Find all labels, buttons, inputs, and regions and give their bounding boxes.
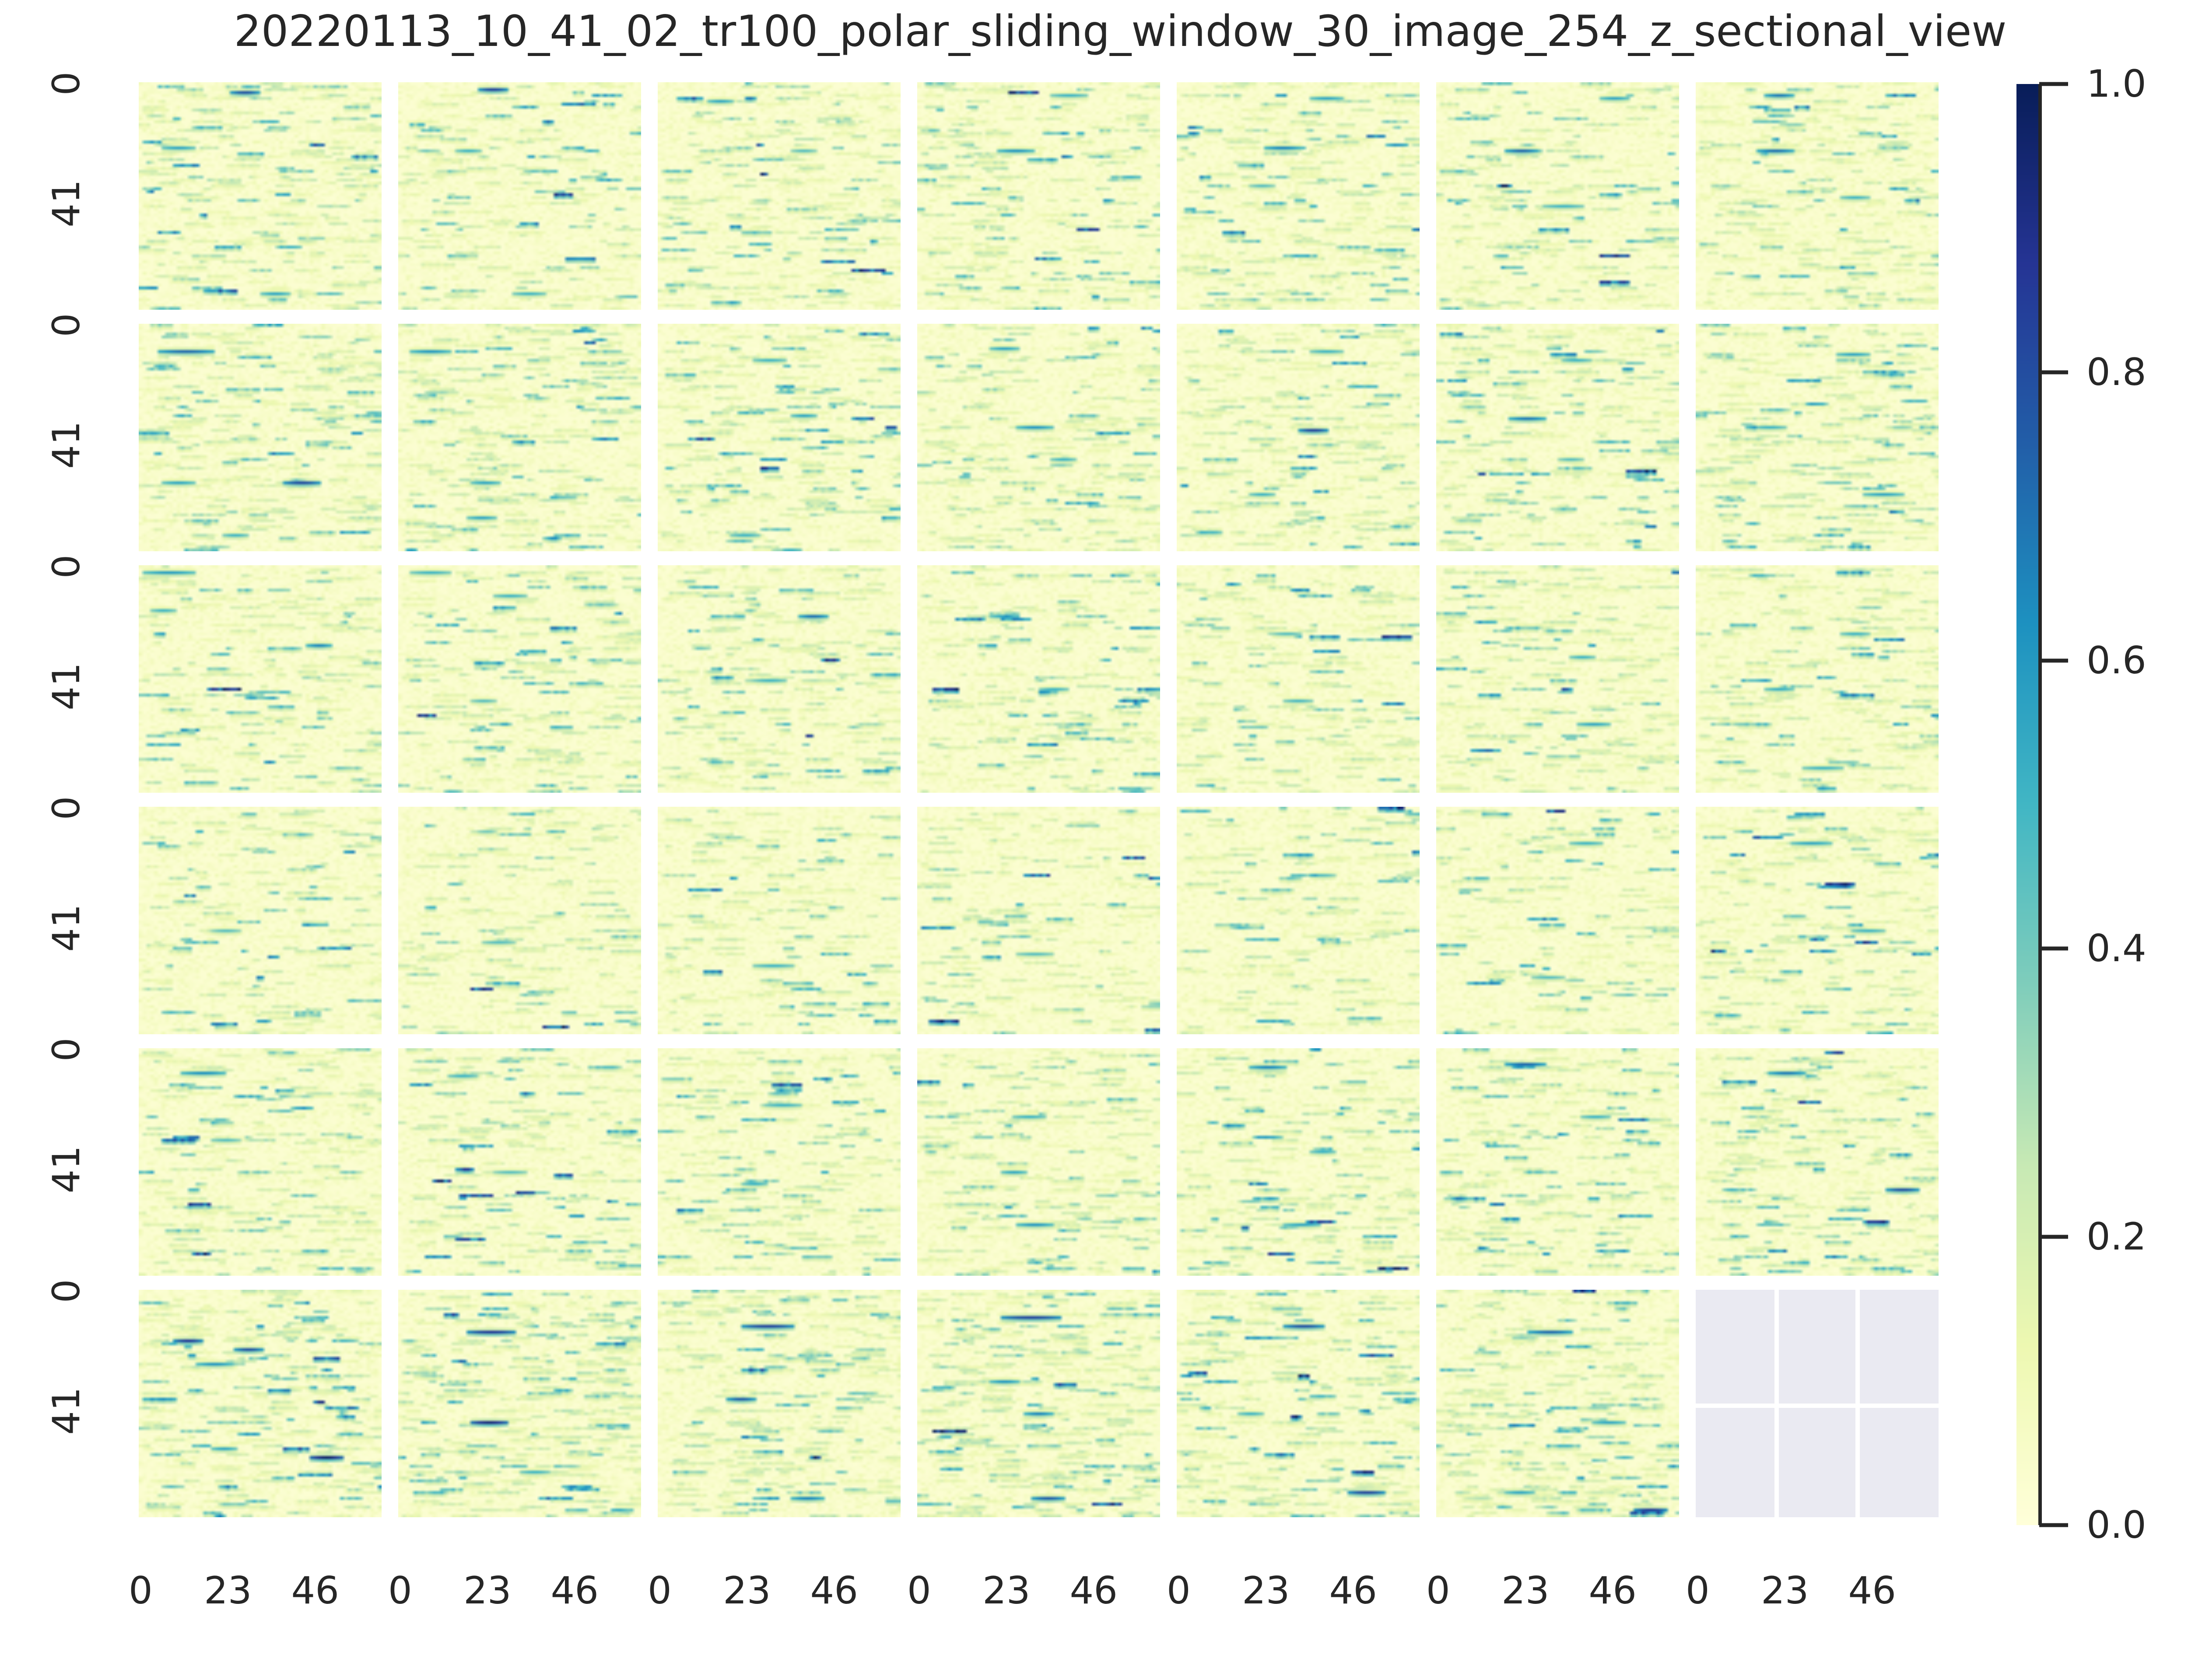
x-tick-label-col2-23: 23 <box>463 1569 512 1613</box>
x-tick-label-col5-46: 46 <box>1329 1569 1377 1613</box>
colorbar-tick-label-0.0: 0.0 <box>2086 1503 2146 1547</box>
y-tick-label-row6-41: 41 <box>45 1386 88 1435</box>
x-tick-label-col7-46: 46 <box>1848 1569 1896 1613</box>
colorbar-tick-label-1.0: 1.0 <box>2086 62 2146 106</box>
y-tick-label-row3-41: 41 <box>45 662 88 710</box>
heatmap-panel-r5c1 <box>139 1048 382 1276</box>
x-tick-label-col1-23: 23 <box>204 1569 252 1613</box>
x-tick-label-col5-0: 0 <box>1166 1569 1191 1613</box>
heatmap-panel-r3c5 <box>1177 565 1420 793</box>
heatmap-panel-r2c1 <box>139 324 382 551</box>
heatmap-panel-r1c1 <box>139 82 382 310</box>
heatmap-panel-r1c3 <box>658 82 901 310</box>
y-tick-label-row4-41: 41 <box>45 903 88 952</box>
heatmap-panel-r4c5 <box>1177 807 1420 1034</box>
x-tick-label-col6-0: 0 <box>1426 1569 1450 1613</box>
y-tick-label-row1-41: 41 <box>45 179 88 228</box>
heatmap-panel-r5c3 <box>658 1048 901 1276</box>
heatmap-panel-r1c6 <box>1436 82 1679 310</box>
heatmap-panel-r2c4 <box>917 324 1160 551</box>
heatmap-panel-r2c2 <box>398 324 641 551</box>
heatmap-panel-r6c6 <box>1436 1290 1679 1517</box>
colorbar-tick-mark-0.6 <box>2039 658 2068 663</box>
y-tick-label-row5-41: 41 <box>45 1145 88 1194</box>
heatmap-panel-r6c4 <box>917 1290 1160 1517</box>
empty-panel-gridline-v2 <box>1855 1290 1860 1517</box>
heatmap-panel-r3c2 <box>398 565 641 793</box>
heatmap-panel-r2c3 <box>658 324 901 551</box>
heatmap-panel-r3c3 <box>658 565 901 793</box>
heatmap-panel-r4c4 <box>917 807 1160 1034</box>
x-tick-label-col6-23: 23 <box>1501 1569 1550 1613</box>
colorbar-tick-mark-0.4 <box>2039 946 2068 951</box>
heatmap-panel-r2c5 <box>1177 324 1420 551</box>
heatmap-panel-r3c4 <box>917 565 1160 793</box>
x-tick-label-col1-46: 46 <box>291 1569 339 1613</box>
x-tick-label-col6-46: 46 <box>1588 1569 1637 1613</box>
x-tick-label-col3-46: 46 <box>810 1569 858 1613</box>
heatmap-panel-r5c7 <box>1696 1048 1939 1276</box>
colorbar-tick-mark-0.0 <box>2039 1523 2068 1527</box>
y-tick-label-row3-0: 0 <box>45 554 88 579</box>
x-tick-label-col2-46: 46 <box>551 1569 599 1613</box>
heatmap-panel-r5c4 <box>917 1048 1160 1276</box>
empty-panel-r6c7 <box>1696 1290 1939 1517</box>
colorbar-tick-label-0.2: 0.2 <box>2086 1215 2146 1259</box>
y-tick-label-row6-0: 0 <box>45 1279 88 1303</box>
y-tick-label-row1-0: 0 <box>45 71 88 96</box>
empty-panel-gridline-h1 <box>1696 1404 1939 1408</box>
y-tick-label-row4-0: 0 <box>45 796 88 820</box>
colorbar-tick-mark-1.0 <box>2039 82 2068 86</box>
heatmap-panel-r6c2 <box>398 1290 641 1517</box>
heatmap-panel-r5c5 <box>1177 1048 1420 1276</box>
heatmap-panel-r1c2 <box>398 82 641 310</box>
heatmap-panel-r4c6 <box>1436 807 1679 1034</box>
x-tick-label-col3-23: 23 <box>723 1569 771 1613</box>
heatmap-panel-r6c1 <box>139 1290 382 1517</box>
colorbar-gradient <box>2016 84 2038 1525</box>
x-tick-label-col3-0: 0 <box>647 1569 672 1613</box>
heatmap-panel-r2c7 <box>1696 324 1939 551</box>
heatmap-panel-r5c2 <box>398 1048 641 1276</box>
heatmap-panel-r4c2 <box>398 807 641 1034</box>
heatmap-panel-r4c1 <box>139 807 382 1034</box>
y-tick-label-row2-0: 0 <box>45 313 88 337</box>
heatmap-panel-r2c6 <box>1436 324 1679 551</box>
heatmap-panel-r3c6 <box>1436 565 1679 793</box>
chart-title: 20220113_10_41_02_tr100_polar_sliding_wi… <box>234 7 2007 56</box>
heatmap-panel-r6c5 <box>1177 1290 1420 1517</box>
colorbar-tick-label-0.8: 0.8 <box>2086 350 2146 394</box>
heatmap-panel-r3c1 <box>139 565 382 793</box>
x-tick-label-col4-0: 0 <box>907 1569 931 1613</box>
heatmap-panel-r6c3 <box>658 1290 901 1517</box>
heatmap-panel-r5c6 <box>1436 1048 1679 1276</box>
colorbar-spine <box>2038 84 2042 1525</box>
colorbar-tick-mark-0.8 <box>2039 370 2068 374</box>
heatmap-panel-r1c4 <box>917 82 1160 310</box>
colorbar-tick-label-0.4: 0.4 <box>2086 927 2146 971</box>
colorbar-tick-label-0.6: 0.6 <box>2086 638 2146 682</box>
x-tick-label-col4-46: 46 <box>1069 1569 1118 1613</box>
heatmap-panel-r4c3 <box>658 807 901 1034</box>
x-tick-label-col7-0: 0 <box>1685 1569 1710 1613</box>
y-tick-label-row2-41: 41 <box>45 420 88 469</box>
x-tick-label-col7-23: 23 <box>1761 1569 1809 1613</box>
y-tick-label-row5-0: 0 <box>45 1037 88 1062</box>
heatmap-panel-r3c7 <box>1696 565 1939 793</box>
x-tick-label-col2-0: 0 <box>388 1569 412 1613</box>
x-tick-label-col1-0: 0 <box>128 1569 153 1613</box>
heatmap-panel-r1c5 <box>1177 82 1420 310</box>
x-tick-label-col5-23: 23 <box>1242 1569 1290 1613</box>
heatmap-panel-r4c7 <box>1696 807 1939 1034</box>
heatmap-panel-r1c7 <box>1696 82 1939 310</box>
x-tick-label-col4-23: 23 <box>982 1569 1031 1613</box>
colorbar-tick-mark-0.2 <box>2039 1235 2068 1239</box>
empty-panel-gridline-v1 <box>1774 1290 1779 1517</box>
